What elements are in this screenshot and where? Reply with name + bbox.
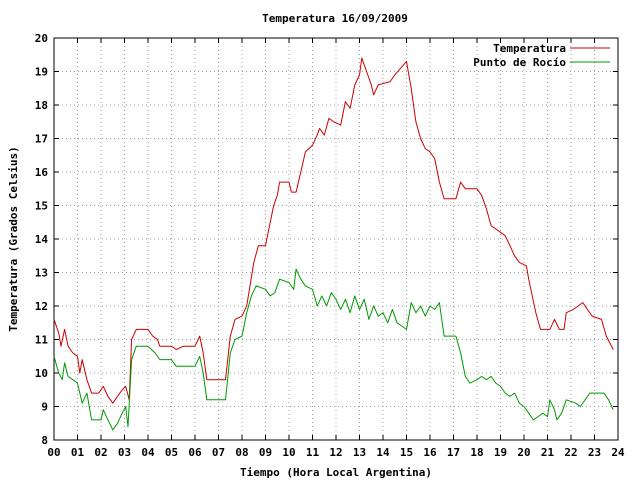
y-tick-labels: 8 9 10 11 12 13 14 15 16 17 18 19 20 [35, 32, 49, 447]
x-tick-label: 12 [329, 446, 342, 459]
x-tick-label: 18 [470, 446, 483, 459]
x-tick-labels: 00 01 02 03 04 05 06 07 08 09 10 11 12 13 14 15 16 17 18 19… [47, 446, 625, 459]
y-tick-label: 13 [35, 267, 48, 280]
legend: Temperatura Punto de Rocío [473, 42, 610, 69]
y-tick-label: 11 [35, 334, 49, 347]
x-tick-label: 07 [212, 446, 225, 459]
y-tick-label: 12 [35, 300, 48, 313]
series-line-punto-de-rocio [53, 268, 614, 431]
axis-ticks [53, 37, 619, 441]
y-tick-label: 16 [35, 166, 49, 179]
legend-label-temperatura: Temperatura [493, 42, 566, 55]
x-tick-label: 10 [282, 446, 295, 459]
y-tick-label: 17 [35, 133, 48, 146]
x-tick-label: 09 [259, 446, 272, 459]
x-tick-label: 02 [94, 446, 107, 459]
series-line-temperatura [53, 57, 614, 404]
x-tick-label: 04 [141, 446, 155, 459]
y-tick-label: 15 [35, 200, 48, 213]
x-tick-label: 23 [588, 446, 601, 459]
x-tick-label: 24 [611, 446, 625, 459]
x-tick-label: 17 [447, 446, 460, 459]
x-axis-label: Tiempo (Hora Local Argentina) [240, 466, 432, 479]
x-tick-label: 06 [188, 446, 202, 459]
x-tick-label: 22 [564, 446, 577, 459]
y-tick-label: 18 [35, 99, 48, 112]
x-tick-label: 03 [118, 446, 131, 459]
y-tick-label: 20 [35, 32, 48, 45]
y-tick-label: 8 [41, 434, 48, 447]
x-tick-label: 15 [400, 446, 413, 459]
x-tick-label: 19 [494, 446, 507, 459]
y-tick-label: 14 [35, 233, 49, 246]
x-tick-label: 21 [541, 446, 555, 459]
y-axis-label: Temperatura (Grados Celsius) [7, 146, 20, 331]
y-tick-label: 9 [41, 401, 48, 414]
y-tick-label: 19 [35, 66, 48, 79]
series-lines [53, 57, 614, 431]
x-tick-label: 00 [47, 446, 60, 459]
x-tick-label: 05 [165, 446, 178, 459]
x-tick-label: 08 [235, 446, 248, 459]
x-tick-label: 14 [376, 446, 390, 459]
x-tick-label: 16 [423, 446, 437, 459]
x-tick-label: 01 [71, 446, 85, 459]
x-tick-label: 13 [353, 446, 366, 459]
chart-title: Temperatura 16/09/2009 [262, 12, 408, 25]
legend-label-punto-de-rocio: Punto de Rocío [473, 56, 566, 69]
x-tick-label: 11 [306, 446, 320, 459]
grid-lines [54, 38, 618, 440]
y-tick-label: 10 [35, 367, 48, 380]
x-tick-label: 20 [517, 446, 530, 459]
